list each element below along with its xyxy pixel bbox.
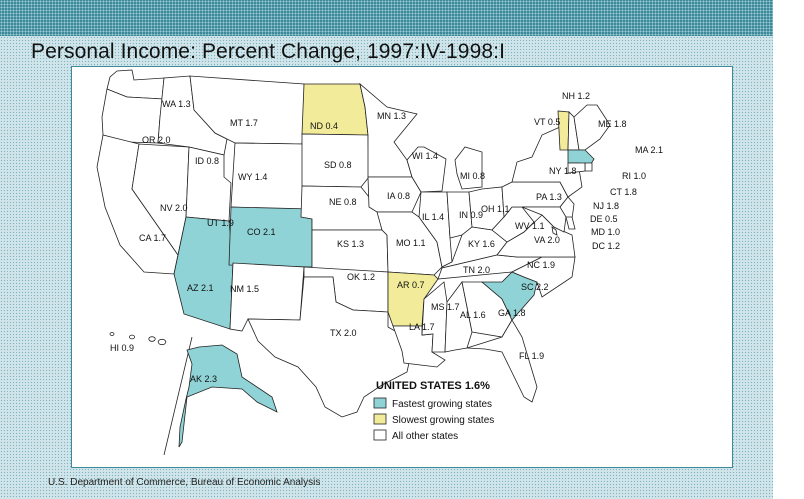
state-label-pa: PA 1.3 [536,192,562,202]
legend-label-fastest: Fastest growing states [392,399,492,410]
state-label-ak: AK 2.3 [190,374,217,384]
state-label-nm: NM 1.5 [230,284,259,294]
state-label-wa: WA 1.3 [162,99,191,109]
state-label-wv: WV 1.1 [515,221,545,231]
state-label-or: OR 2.0 [142,135,171,145]
state-label-tx: TX 2.0 [330,328,357,338]
state-label-fl: FL 1.9 [519,351,544,361]
state-label-ri: RI 1.0 [622,171,646,181]
state-label-dc: DC 1.2 [592,241,620,251]
state-wi [406,146,447,193]
state-label-hi: HI 0.9 [110,343,134,353]
source-note: U.S. Department of Commerce, Bureau of E… [48,477,321,488]
state-label-nv: NV 2.0 [160,203,188,213]
state-label-ar: AR 0.7 [397,280,425,290]
state-mo [376,211,443,276]
state-label-ca: CA 1.7 [139,233,166,243]
state-label-wy: WY 1.4 [238,172,267,182]
state-label-de: DE 0.5 [590,214,618,224]
state-label-sc: SC 2.2 [521,282,549,292]
state-ri [584,162,593,172]
state-label-tn: TN 2.0 [463,265,490,275]
state-hi [109,332,167,346]
state-label-mo: MO 1.1 [396,238,426,248]
state-dc [551,226,558,236]
state-ks [311,229,389,273]
state-label-co: CO 2.1 [247,227,276,237]
state-label-ny: NY 1.8 [549,166,576,176]
legend-label-other: All other states [392,431,458,442]
state-label-ia: IA 0.8 [387,191,410,201]
state-label-ga: GA 1.8 [498,308,526,318]
state-label-sd: SD 0.8 [324,160,352,170]
state-label-nc: NC 1.9 [527,260,555,270]
state-label-ok: OK 1.2 [347,272,375,282]
state-co [228,206,313,268]
legend-swatch-slowest [373,413,387,425]
state-tx [247,276,413,418]
legend: UNITED STATES 1.6% Fastest growing states… [373,380,494,442]
state-label-il: IL 1.4 [422,212,444,222]
state-label-wi: WI 1.4 [412,151,438,161]
state-mi [454,146,483,190]
state-ct [567,162,586,174]
state-ak [178,344,278,448]
map-frame: WA 1.3 OR 2.0 CA 1.7 NV 2.0 ID 0.8 MT 1.7 WY 1… [71,66,733,468]
state-label-az: AZ 2.1 [187,283,214,293]
us-choropleth-map: WA 1.3 OR 2.0 CA 1.7 NV 2.0 ID 0.8 MT 1.7 WY 1… [96,69,663,456]
state-label-vt: VT 0.5 [534,117,560,127]
states-layer [96,69,611,448]
state-label-in: IN 0.9 [459,210,483,220]
state-label-la: LA 1.7 [409,322,435,332]
inset-divider [163,336,193,456]
state-label-al: AL 1.6 [460,310,486,320]
state-md [521,206,567,233]
state-label-me: ME 1.8 [598,119,627,129]
legend-label-slowest: Slowest growing states [392,415,494,426]
state-label-mt: MT 1.7 [230,118,258,128]
right-margin [773,0,804,499]
state-label-va: VA 2.0 [534,235,560,245]
state-label-mi: MI 0.8 [460,171,485,181]
state-label-nj: NJ 1.8 [593,201,619,211]
state-label-md: MD 1.0 [591,227,620,237]
map-title: Personal Income: Percent Change, 1997:IV… [31,40,506,63]
state-label-id: ID 0.8 [195,156,219,166]
state-de [565,216,576,230]
state-az [173,216,234,330]
state-fl [466,319,538,403]
state-label-ma: MA 2.1 [635,145,663,155]
state-label-nh: NH 1.2 [562,91,590,101]
title-bar [0,0,773,36]
state-label-ks: KS 1.3 [337,239,364,249]
state-label-mn: MN 1.3 [377,111,406,121]
state-label-nd: ND 0.4 [310,121,338,131]
state-ms [421,281,448,353]
state-label-ct: CT 1.8 [610,187,637,197]
labels-layer: WA 1.3 OR 2.0 CA 1.7 NV 2.0 ID 0.8 MT 1.7 WY 1… [110,91,663,384]
state-label-ne: NE 0.8 [329,197,357,207]
state-sd [301,133,370,188]
state-label-ky: KY 1.6 [468,239,495,249]
state-label-ms: MS 1.7 [431,302,460,312]
state-label-ut: UT 1.9 [207,218,234,228]
legend-swatch-other [373,429,387,441]
legend-swatch-fastest [373,397,387,409]
state-label-oh: OH 1.1 [481,204,510,214]
legend-title: UNITED STATES 1.6% [376,380,490,392]
